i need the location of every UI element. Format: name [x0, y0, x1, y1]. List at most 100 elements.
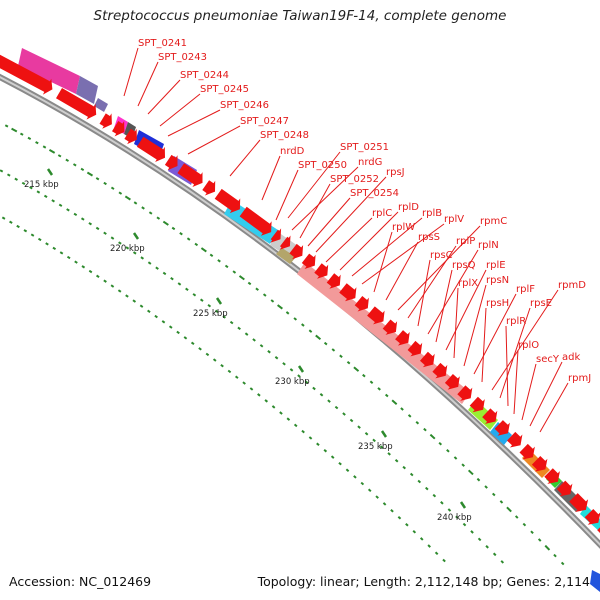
gene-label[interactable]: rpmC	[480, 216, 507, 227]
feature-next-blue[interactable]	[590, 570, 600, 592]
cds-arrow[interactable]	[597, 522, 600, 541]
cds-arrow[interactable]	[556, 480, 573, 497]
gene-label[interactable]: SPT_0246	[220, 100, 269, 111]
gc-tick	[334, 405, 339, 410]
gene-label[interactable]: rplX	[458, 278, 478, 289]
cds-arrow[interactable]	[395, 330, 410, 346]
feature-nrdg[interactable]	[276, 248, 296, 264]
cds-arrow[interactable]	[289, 243, 304, 260]
gc-tick	[21, 181, 26, 186]
cds-arrow[interactable]	[519, 443, 535, 460]
cds-arrow[interactable]	[326, 273, 341, 289]
label-leader-line	[473, 293, 517, 375]
gc-tick	[118, 241, 122, 245]
gene-label[interactable]: nrdD	[280, 146, 305, 157]
gene-label[interactable]: rplD	[398, 202, 419, 213]
gene-label[interactable]: rplV	[444, 214, 464, 225]
cds-arrow[interactable]	[444, 374, 460, 390]
gc-tick	[308, 329, 313, 333]
gene-label[interactable]: rpsE	[530, 298, 552, 309]
cds-arrow[interactable]	[339, 283, 357, 302]
gene-label[interactable]: rpsC	[430, 250, 453, 261]
gc-tick	[506, 506, 512, 513]
gene-label[interactable]: SPT_0247	[240, 116, 289, 127]
gene-label[interactable]: secY	[536, 354, 560, 365]
gene-label[interactable]: SPT_0248	[260, 130, 309, 141]
gc-tick	[259, 344, 264, 348]
cds-arrow[interactable]	[457, 385, 473, 401]
feature-ribosomal-block[interactable]	[297, 262, 470, 404]
cds-arrow[interactable]	[367, 306, 385, 325]
feature-spt0243[interactable]	[76, 76, 98, 104]
gene-label[interactable]: rplO	[518, 340, 539, 351]
gene-label[interactable]: rplW	[392, 222, 415, 233]
gene-label[interactable]: SPT_0241	[138, 38, 187, 49]
cds-arrow[interactable]	[420, 351, 435, 368]
gene-label[interactable]: SPT_0244	[180, 70, 229, 81]
gene-label[interactable]: rplE	[486, 260, 506, 271]
gene-label[interactable]: rpsJ	[386, 167, 405, 178]
cds-arrow[interactable]	[164, 154, 178, 171]
cds-arrow[interactable]	[279, 235, 291, 250]
gene-label[interactable]: rplP	[456, 236, 475, 247]
cds-arrow[interactable]	[0, 54, 53, 95]
gene-label[interactable]: rpmD	[558, 280, 586, 291]
gene-label[interactable]: rpsH	[486, 298, 509, 309]
cds-arrow[interactable]	[177, 163, 203, 187]
gene-label[interactable]: rplC	[372, 208, 392, 219]
label-leader-line	[407, 245, 457, 319]
cds-arrow[interactable]	[314, 263, 329, 279]
cds-arrow[interactable]	[469, 396, 485, 413]
cds-arrow[interactable]	[270, 228, 282, 243]
cds-arrow[interactable]	[136, 136, 165, 162]
cds-arrow[interactable]	[482, 408, 498, 424]
cds-arrow[interactable]	[214, 188, 241, 214]
cds-arrow[interactable]	[202, 180, 216, 196]
gene-label[interactable]: rplB	[422, 208, 442, 219]
cds-track[interactable]	[0, 54, 600, 540]
gc-tick	[234, 375, 239, 379]
gene-label[interactable]: nrdG	[358, 157, 382, 168]
gene-label[interactable]: adk	[562, 352, 580, 363]
gene-label[interactable]: rplN	[478, 240, 499, 251]
cds-arrow[interactable]	[112, 121, 125, 137]
cds-arrow[interactable]	[544, 468, 560, 484]
cds-arrow[interactable]	[507, 431, 523, 448]
cds-arrow[interactable]	[382, 319, 398, 335]
gene-label[interactable]: rplF	[516, 284, 535, 295]
gene-label[interactable]: rplR	[506, 316, 526, 327]
gc-tick	[522, 522, 527, 527]
cds-arrow[interactable]	[569, 493, 589, 512]
gene-label[interactable]: rpsN	[486, 275, 509, 286]
gene-label[interactable]: SPT_0254	[350, 188, 399, 199]
gene-label[interactable]: rpsS	[418, 232, 440, 243]
cds-arrow[interactable]	[531, 456, 548, 472]
gc-tick	[530, 530, 534, 535]
gc-tick	[217, 259, 221, 263]
cds-arrow[interactable]	[124, 128, 137, 145]
gene-label[interactable]: rpmJ	[568, 373, 591, 384]
gc-tick	[427, 544, 431, 548]
feature-spt0244[interactable]	[94, 98, 108, 112]
cds-arrow[interactable]	[56, 88, 97, 120]
gene-label[interactable]: SPT_0243	[158, 52, 207, 63]
gc-tick	[252, 338, 256, 342]
cds-arrow[interactable]	[584, 509, 600, 525]
gene-label[interactable]: SPT_0252	[330, 174, 379, 185]
cds-arrow[interactable]	[354, 296, 369, 312]
gene-label[interactable]: SPT_0245	[200, 84, 249, 95]
gene-label[interactable]: SPT_0250	[298, 160, 347, 171]
cds-arrow[interactable]	[99, 113, 112, 129]
cds-arrow[interactable]	[301, 253, 316, 269]
cds-arrow[interactable]	[239, 206, 272, 236]
cds-arrow[interactable]	[432, 362, 448, 379]
cds-arrow[interactable]	[407, 340, 423, 357]
feature-spt0241[interactable]	[18, 48, 80, 94]
gc-tick	[65, 158, 70, 162]
gc-tick	[168, 325, 173, 329]
gene-label[interactable]: rpsQ	[452, 260, 476, 271]
cds-arrow[interactable]	[494, 420, 510, 436]
gene-label[interactable]: SPT_0251	[340, 142, 389, 153]
gc-tick	[125, 246, 130, 250]
